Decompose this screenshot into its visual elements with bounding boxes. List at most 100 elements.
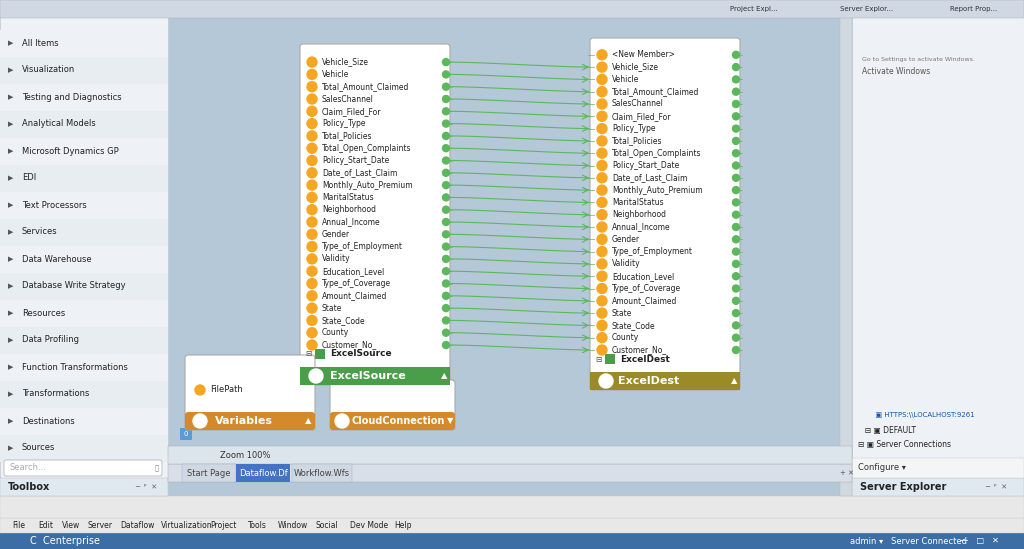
Circle shape — [732, 310, 739, 317]
Circle shape — [597, 210, 607, 220]
Circle shape — [732, 64, 739, 71]
Circle shape — [442, 96, 450, 103]
Text: ▶: ▶ — [8, 337, 13, 343]
Circle shape — [597, 198, 607, 208]
Circle shape — [597, 136, 607, 146]
Text: 🔍: 🔍 — [155, 464, 160, 471]
Circle shape — [307, 328, 317, 338]
Text: MaritalStatus: MaritalStatus — [612, 198, 664, 207]
Text: State_Code: State_Code — [322, 316, 366, 325]
FancyBboxPatch shape — [185, 412, 315, 430]
Bar — [0, 518, 1024, 533]
FancyBboxPatch shape — [330, 412, 455, 430]
Text: ▲: ▲ — [731, 377, 737, 385]
Text: Vehicle: Vehicle — [612, 75, 639, 84]
Text: CloudConnection: CloudConnection — [352, 416, 445, 426]
Text: Variables: Variables — [215, 416, 273, 426]
Circle shape — [597, 50, 607, 60]
Circle shape — [307, 217, 317, 227]
Text: Vehicle_Size: Vehicle_Size — [322, 58, 369, 66]
Text: Visualization: Visualization — [22, 65, 75, 75]
Text: Claim_Filed_For: Claim_Filed_For — [612, 112, 672, 121]
Circle shape — [307, 180, 317, 190]
Text: ▶: ▶ — [8, 94, 13, 100]
Bar — [292, 464, 352, 482]
Bar — [0, 192, 168, 219]
Circle shape — [442, 182, 450, 189]
Text: Total_Amount_Claimed: Total_Amount_Claimed — [322, 82, 410, 91]
Circle shape — [307, 315, 317, 326]
Text: Amount_Claimed: Amount_Claimed — [322, 292, 387, 300]
Bar — [840, 0, 852, 496]
Text: Search...: Search... — [10, 463, 47, 473]
Text: Workflow.Wfs: Workflow.Wfs — [294, 468, 350, 478]
Text: Gender: Gender — [612, 235, 640, 244]
Circle shape — [442, 83, 450, 90]
Text: ▶: ▶ — [8, 364, 13, 370]
Circle shape — [307, 242, 317, 251]
Circle shape — [732, 187, 739, 194]
Text: ─  ᵖ  ✕: ─ ᵖ ✕ — [135, 484, 157, 490]
Text: Annual_Income: Annual_Income — [322, 217, 381, 227]
Bar — [0, 380, 168, 407]
Bar — [0, 354, 168, 380]
Circle shape — [442, 219, 450, 226]
Circle shape — [732, 346, 739, 354]
Text: SalesChannel: SalesChannel — [612, 99, 664, 109]
Bar — [168, 0, 852, 496]
Circle shape — [309, 369, 323, 383]
Text: Help: Help — [394, 520, 412, 529]
Circle shape — [193, 414, 207, 428]
FancyBboxPatch shape — [300, 44, 450, 385]
Circle shape — [442, 341, 450, 349]
Text: File: File — [12, 520, 25, 529]
Circle shape — [442, 231, 450, 238]
Circle shape — [732, 223, 739, 231]
Circle shape — [732, 113, 739, 120]
Bar — [0, 219, 168, 245]
Text: Server Explor...: Server Explor... — [840, 6, 893, 12]
Bar — [0, 0, 168, 496]
Bar — [852, 458, 1024, 478]
Text: Neighborhood: Neighborhood — [612, 210, 666, 219]
Circle shape — [307, 278, 317, 289]
Bar — [590, 372, 740, 390]
Circle shape — [732, 236, 739, 243]
Text: ▶: ▶ — [8, 175, 13, 181]
Text: State_Code: State_Code — [612, 321, 655, 330]
Text: Resources: Resources — [22, 309, 66, 317]
Text: Date_of_Last_Claim: Date_of_Last_Claim — [612, 173, 687, 182]
Circle shape — [442, 59, 450, 65]
Circle shape — [597, 308, 607, 318]
Text: Activate Windows: Activate Windows — [862, 68, 930, 76]
Text: ▶: ▶ — [8, 256, 13, 262]
Circle shape — [732, 125, 739, 132]
FancyBboxPatch shape — [330, 380, 455, 430]
Circle shape — [597, 222, 607, 232]
Text: 0: 0 — [183, 431, 188, 437]
Circle shape — [442, 120, 450, 127]
Bar — [0, 165, 168, 192]
Text: Date_of_Last_Claim: Date_of_Last_Claim — [322, 169, 397, 177]
Bar — [0, 300, 168, 327]
Text: ▶: ▶ — [8, 121, 13, 127]
Bar — [182, 464, 236, 482]
Text: SalesChannel: SalesChannel — [322, 94, 374, 104]
Circle shape — [597, 124, 607, 133]
Text: Total_Open_Complaints: Total_Open_Complaints — [322, 144, 412, 153]
Text: EDI: EDI — [22, 173, 36, 182]
Circle shape — [442, 108, 450, 115]
FancyBboxPatch shape — [590, 372, 740, 390]
Circle shape — [442, 157, 450, 164]
Text: Zoom 100%: Zoom 100% — [220, 451, 270, 460]
Bar — [852, 0, 1024, 496]
Bar — [0, 478, 168, 496]
Text: Report Prop...: Report Prop... — [950, 6, 997, 12]
Circle shape — [442, 329, 450, 336]
Text: Total_Policies: Total_Policies — [322, 131, 373, 141]
Text: Toolbox: Toolbox — [8, 482, 50, 492]
Text: Start Page: Start Page — [187, 468, 230, 478]
Text: ─  ᵖ  ✕: ─ ᵖ ✕ — [985, 484, 1008, 490]
Text: Destinations: Destinations — [22, 417, 75, 425]
Text: admin ▾   Server Connected: admin ▾ Server Connected — [850, 536, 967, 546]
